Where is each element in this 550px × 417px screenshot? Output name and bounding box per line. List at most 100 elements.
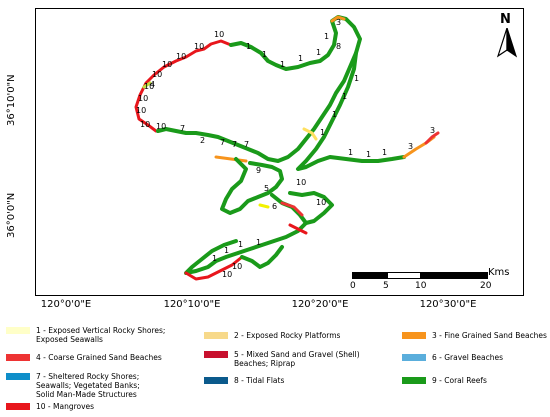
- legend-swatch: [402, 354, 426, 361]
- coastline-map: 10 10 10 10 10 10 10 10 10 10 1 1 1 1 1 …: [134, 15, 440, 281]
- legend-swatch: [402, 377, 426, 384]
- segment-label: 7: [232, 140, 237, 149]
- legend-swatch: [6, 373, 30, 380]
- segment-label: 2: [200, 136, 205, 145]
- coastline-exposed-vertical-segment: [258, 203, 270, 209]
- coastline-fine-sand-segment: [330, 15, 346, 23]
- legend-item: 2 - Exposed Rocky Platforms: [204, 331, 384, 340]
- x-tick-label: 120°0'0"E: [40, 299, 92, 310]
- scale-tick-label: 0: [350, 281, 356, 291]
- segment-label: 10: [138, 94, 148, 103]
- legend-label: 6 - Gravel Beaches: [432, 353, 504, 362]
- segment-label: 10: [156, 122, 166, 131]
- north-label: N: [500, 12, 511, 27]
- segment-label: 1: [366, 150, 371, 159]
- coastline-coral-segment: [296, 51, 406, 171]
- legend-swatch: [204, 351, 228, 358]
- segment-label: 10: [222, 270, 232, 279]
- scale-tick-label: 10: [415, 281, 427, 291]
- segment-label: 1: [320, 128, 325, 137]
- segment-label: 1: [256, 238, 261, 247]
- segment-label: 10: [162, 60, 172, 69]
- segment-label: 1: [246, 42, 251, 51]
- map-frame: 10 10 10 10 10 10 10 10 10 10 1 1 1 1 1 …: [35, 8, 524, 296]
- legend-item: 7 - Sheltered Rocky Shores; Seawalls; Ve…: [6, 372, 146, 399]
- segment-label: 1: [238, 240, 243, 249]
- segment-label: 10: [140, 120, 150, 129]
- scale-unit: Kms: [488, 267, 510, 278]
- segment-label: 3: [430, 126, 435, 135]
- segment-label: 10: [232, 262, 242, 271]
- segment-label: 1: [262, 50, 267, 59]
- coastline-exposed-vertical-segment: [142, 81, 152, 89]
- y-tick-label: 36°0'0"N: [6, 192, 17, 238]
- segment-label: 1: [298, 54, 303, 63]
- segment-label: 4: [150, 80, 155, 89]
- segment-label: 1: [280, 60, 285, 69]
- segment-label: 6: [272, 202, 277, 211]
- legend-swatch: [6, 403, 30, 410]
- x-tick-label: 120°30'0"E: [419, 299, 477, 310]
- segment-label: 10: [194, 42, 204, 51]
- segment-label: 1: [212, 254, 217, 263]
- x-tick-label: 120°10'0"E: [163, 299, 221, 310]
- legend-item: 4 - Coarse Grained Sand Beaches: [6, 353, 186, 362]
- legend-item: 1 - Exposed Vertical Rocky Shores; Expos…: [6, 326, 186, 344]
- legend-item: 10 - Mangroves: [6, 402, 186, 411]
- north-arrow: N: [492, 12, 522, 58]
- coastline-fine-sand-segment: [214, 155, 248, 163]
- segment-label: 1: [348, 148, 353, 157]
- segment-label: 10: [296, 178, 306, 187]
- legend-label: 7 - Sheltered Rocky Shores; Seawalls; Ve…: [36, 372, 140, 399]
- legend-label: 9 - Coral Reefs: [432, 376, 487, 385]
- segment-label: 8: [336, 42, 341, 51]
- coastline-mangrove-segment: [288, 223, 308, 235]
- legend-item: 6 - Gravel Beaches: [402, 353, 547, 362]
- segment-label: 1: [324, 32, 329, 41]
- segment-label: 1: [382, 148, 387, 157]
- segment-label: 1: [332, 110, 337, 119]
- legend-label: 4 - Coarse Grained Sand Beaches: [36, 353, 162, 362]
- segment-label: 10: [214, 30, 224, 39]
- segment-label: 7: [244, 140, 249, 149]
- north-arrow-icon: [496, 28, 518, 58]
- segment-label: 5: [264, 184, 269, 193]
- legend-label: 8 - Tidal Flats: [234, 376, 285, 385]
- segment-label: 10: [136, 106, 146, 115]
- legend-item: 9 - Coral Reefs: [402, 376, 547, 385]
- segment-label: 7: [180, 124, 185, 133]
- segment-label: 10: [316, 198, 326, 207]
- segment-label: 1: [354, 74, 359, 83]
- legend-swatch: [6, 354, 30, 361]
- segment-label: 3: [336, 18, 341, 27]
- segment-label: 1: [224, 246, 229, 255]
- legend-label: 3 - Fine Grained Sand Beaches: [432, 331, 547, 340]
- legend-swatch: [402, 332, 426, 339]
- legend-swatch: [204, 377, 228, 384]
- legend-item: 8 - Tidal Flats: [204, 376, 384, 385]
- legend-swatch: [204, 332, 228, 339]
- coastline-mangrove-segment: [134, 39, 233, 133]
- segment-label: 9: [256, 166, 261, 175]
- segment-label: 10: [176, 52, 186, 61]
- legend-swatch: [6, 327, 30, 334]
- scale-tick-label: 5: [383, 281, 389, 291]
- segment-label: 7: [220, 138, 225, 147]
- coastline-exposed-vertical-segment: [302, 127, 318, 141]
- segment-label: 3: [408, 142, 413, 151]
- coastline-coral-segment: [184, 221, 308, 275]
- legend-item: 5 - Mixed Sand and Gravel (Shell) Beache…: [204, 350, 394, 368]
- coastline-mangrove-segment: [184, 255, 244, 281]
- coastline-coarse-sand-segment: [280, 201, 304, 217]
- legend-label: 2 - Exposed Rocky Platforms: [234, 331, 341, 340]
- scale-bar: Kms 0 5 10 20: [350, 267, 510, 296]
- segment-label: 1: [342, 92, 347, 101]
- coastline-coral-segment: [220, 157, 284, 215]
- y-tick-label: 36°10'0"N: [6, 74, 17, 126]
- scale-tick-label: 20: [480, 281, 492, 291]
- legend-label: 10 - Mangroves: [36, 402, 95, 411]
- coastline-coral-segment: [240, 245, 284, 269]
- legend-label: 1 - Exposed Vertical Rocky Shores; Expos…: [36, 326, 166, 344]
- segment-label: 10: [152, 70, 162, 79]
- segment-label: 1: [316, 48, 321, 57]
